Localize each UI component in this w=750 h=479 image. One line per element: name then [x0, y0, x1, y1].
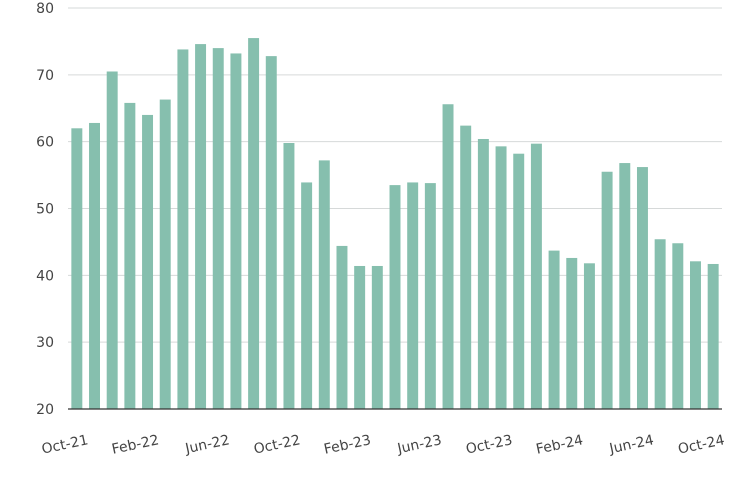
bar-Jan-22: Jan-22: 65.8	[124, 102, 136, 410]
bar-May-24: May-24: 56.8	[619, 163, 631, 409]
x-axis-tick-labels: Oct-21 Feb-22 Jun-22 Oct-22 Feb-23 Jun-23 Oct-…	[40, 432, 726, 458]
x-tick-label: Oct-21	[40, 432, 89, 457]
y-tick-label: 80	[36, 1, 54, 17]
bar-Jan-23: Jan-23: 44.4	[336, 245, 348, 409]
bar-Apr-24: Apr-24: 55.5	[601, 171, 613, 409]
y-tick-label: 50	[36, 202, 54, 218]
bar-Sep-23: Sep-23: 60.4	[477, 138, 489, 409]
y-tick-label: 40	[36, 268, 54, 284]
y-tick-label: 60	[36, 135, 54, 151]
bar-Oct-23: Oct-23: 59.3	[495, 146, 507, 409]
bar-Oct-22: Oct-22: 59.8	[283, 143, 295, 409]
bar-Feb-23: Feb-23: 41.4	[354, 265, 366, 409]
bar-Jun-23: Jun-23: 53.8	[424, 183, 436, 409]
bar-Feb-24: Feb-24: 42.6	[566, 257, 578, 409]
y-tick-label: 20	[36, 402, 54, 418]
x-tick-label: Jun-23	[395, 432, 443, 457]
bar-Oct-21: Oct-21: 62	[71, 128, 83, 410]
bar-Dec-22: Dec-22: 57.2	[318, 160, 330, 409]
x-tick-label: Oct-24	[677, 432, 726, 457]
bar-Mar-24: Mar-24: 41.8	[583, 263, 595, 409]
bar-Mar-22: Mar-22: 66.3	[159, 99, 171, 409]
y-axis-tick-labels: 20 30 40 50 60 70 80	[36, 1, 54, 418]
bar-Dec-23: Dec-23: 59.7	[530, 143, 542, 409]
bar-Nov-22: Nov-22: 53.9	[301, 182, 313, 409]
bar-Apr-23: Apr-23: 53.5	[389, 185, 401, 409]
bar-May-22: May-22: 74.6	[195, 44, 207, 410]
y-tick-label: 30	[36, 335, 54, 351]
bar-Apr-22: Apr-22: 73.8	[177, 49, 189, 409]
bar-Jun-22: Jun-22: 74	[212, 48, 224, 409]
bar-Nov-21: Nov-21: 62.8	[89, 122, 100, 409]
bar-Jul-24: Jul-24: 45.4	[654, 239, 666, 409]
x-tick-label: Feb-22	[110, 432, 160, 458]
bar-Nov-23: Nov-23: 58.2	[513, 153, 525, 409]
bar-Jul-22: Jul-22: 73.2	[230, 53, 242, 410]
bar-Dec-21: Dec-21: 70.5	[106, 71, 118, 409]
bar-May-23: May-23: 53.9	[407, 182, 419, 409]
bar-Aug-22: Aug-22: 75.5	[248, 38, 260, 409]
x-tick-label: Feb-24	[535, 432, 585, 458]
x-tick-label: Oct-22	[252, 432, 301, 457]
bar-Sep-22: Sep-22: 72.8	[265, 56, 277, 410]
x-tick-label: Feb-23	[323, 432, 373, 458]
bar-Sep-24: Sep-24: 42.1	[690, 261, 701, 409]
bar-Mar-23: Mar-23: 41.4	[371, 265, 383, 409]
x-tick-label: Jun-24	[607, 432, 655, 457]
bar-Jul-23: Jul-23: 65.6	[442, 104, 454, 410]
bar-Feb-22: Feb-22: 64	[142, 114, 154, 409]
x-tick-label: Oct-23	[465, 432, 514, 457]
y-tick-label: 70	[36, 68, 54, 84]
bar-Oct-24: Oct-24: 41.7	[707, 263, 719, 409]
x-tick-label: Jun-22	[183, 432, 231, 457]
bar-Jun-24: Jun-24: 56.2	[636, 167, 648, 409]
bars: Oct-21: 62 Nov-21: 62.8 Dec-21: 70.5 Jan-22…	[71, 38, 719, 410]
bar-Aug-23: Aug-23: 62.4	[460, 125, 472, 410]
bar-Aug-24: Aug-24: 44.8	[672, 243, 684, 409]
bar-Jan-24: Jan-24: 43.7	[548, 250, 560, 409]
